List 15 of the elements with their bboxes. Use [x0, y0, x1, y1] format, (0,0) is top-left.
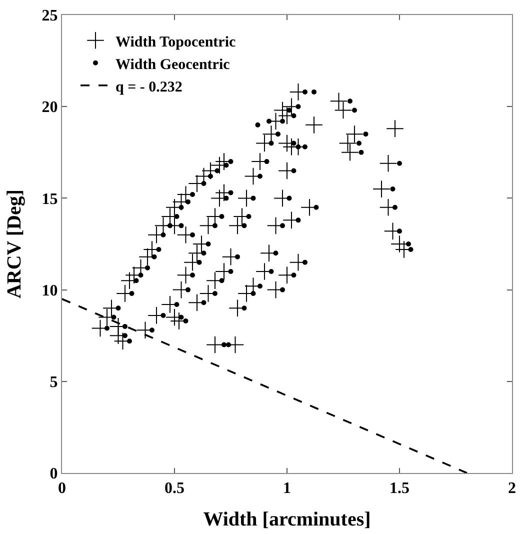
- x-tick-label: 0.5: [164, 480, 184, 498]
- y-axis-title: ARCV [Deg]: [3, 189, 26, 299]
- legend-label: q = - 0.232: [116, 79, 182, 96]
- legend-label: Width Topocentric: [116, 34, 236, 50]
- y-tick-label: 20: [42, 99, 58, 116]
- y-tick-label: 25: [42, 8, 58, 25]
- y-tick-label: 15: [42, 190, 58, 208]
- x-tick-label: 2: [508, 480, 516, 498]
- x-axis-title: Width [arcminutes]: [203, 508, 371, 531]
- x-tick-label: 1.5: [390, 480, 410, 498]
- y-tick-label: 0: [50, 466, 58, 483]
- y-tick-label: 10: [42, 282, 58, 300]
- x-tick-label: 1: [283, 480, 291, 498]
- legend-label: Width Geocentric: [116, 56, 230, 73]
- y-tick-label: 5: [50, 374, 58, 391]
